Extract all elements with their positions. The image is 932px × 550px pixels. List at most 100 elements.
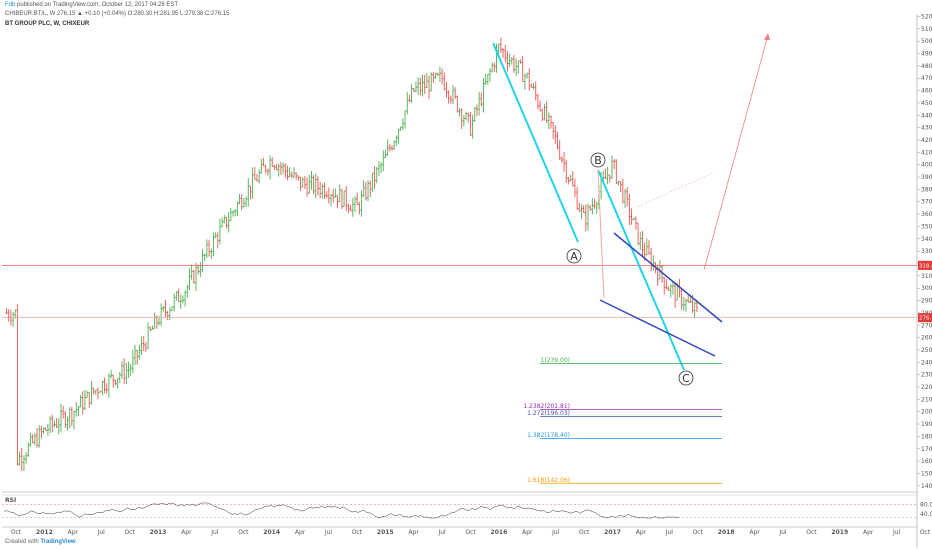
x-tick-label: Oct xyxy=(693,529,704,536)
y-tick-label: 490.00 xyxy=(921,51,932,58)
wave-a-line xyxy=(492,42,579,243)
footer: Created with TradingView xyxy=(5,539,76,545)
y-tick-label: 360.00 xyxy=(921,211,932,218)
y-tick-label: 380.00 xyxy=(921,186,932,193)
x-tick-label: Jul xyxy=(551,529,560,536)
y-tick-label: 290.00 xyxy=(921,298,932,305)
y-tick-label: 190.00 xyxy=(921,421,932,428)
x-tick-label: Jul xyxy=(97,529,106,536)
y-tick-label: 180.00 xyxy=(921,433,932,440)
y-tick-label: 340.00 xyxy=(921,236,932,243)
x-tick-label: Oct xyxy=(238,529,249,536)
x-tick-label: Apr xyxy=(863,529,874,536)
x-tick-label: Jul xyxy=(892,529,901,536)
current-price-badge xyxy=(918,313,932,323)
y-tick-label: 440.00 xyxy=(921,112,932,119)
y-tick-label: 230.00 xyxy=(921,372,932,379)
x-tick-label: Oct xyxy=(579,529,590,536)
x-tick-label: Jul xyxy=(324,529,333,536)
y-tick-label: 210.00 xyxy=(921,396,932,403)
channel-upper xyxy=(613,232,723,323)
x-tick-label: Apr xyxy=(522,529,533,536)
fib-label-1: 1.2382(201.81) xyxy=(523,403,570,410)
price-axis: 520.00 510.00 500.00 490.00 480.00 470.00 460.… xyxy=(917,13,932,490)
x-tick-label: 2017 xyxy=(604,529,621,536)
y-tick-label: 430.00 xyxy=(921,125,932,132)
x-tick-label: Oct xyxy=(465,529,476,536)
author-name[interactable]: Fdb xyxy=(5,2,16,8)
y-tick-label: 240.00 xyxy=(921,359,932,366)
y-tick-label: 310.00 xyxy=(921,273,932,280)
y-tick-label: 300.00 xyxy=(921,285,932,292)
y-tick-label: 410.00 xyxy=(921,149,932,156)
main-pane-frame xyxy=(2,14,918,548)
y-tick-label: 330.00 xyxy=(921,248,932,255)
y-tick-label: 400.00 xyxy=(921,162,932,169)
wave-c-label: C xyxy=(682,372,690,385)
resistance-badge-text: 318.46 xyxy=(919,263,932,269)
y-tick-label: 350.00 xyxy=(921,223,932,230)
b-drop-line xyxy=(597,169,605,299)
wave-a-label: A xyxy=(570,250,578,263)
y-tick-label: 270.00 xyxy=(921,322,932,329)
rsi-tick-lower: 40.0000 xyxy=(920,511,932,518)
y-tick-label: 450.00 xyxy=(921,100,932,107)
y-tick-label: 200.00 xyxy=(921,409,932,416)
symbol-ohlc-line: CHIBEUR:BT/L, W 276.15 ▲ +0.10 (+0.04%) … xyxy=(5,11,230,17)
chart-title: BT GROUP PLC, W, CHIXEUR xyxy=(5,21,90,27)
y-tick-label: 520.00 xyxy=(921,13,932,20)
projection-line xyxy=(703,34,769,271)
rsi-tick-upper: 80.0000 xyxy=(920,502,932,509)
wave-c-circle xyxy=(678,370,694,386)
x-tick-label: Jul xyxy=(665,529,674,536)
y-tick-label: 260.00 xyxy=(921,335,932,342)
y-tick-label: 470.00 xyxy=(921,75,932,82)
y-tick-label: 160.00 xyxy=(921,458,932,465)
wave-b-circle xyxy=(590,152,606,168)
x-tick-label: Jul xyxy=(437,529,446,536)
x-tick-label: 2015 xyxy=(377,529,394,536)
x-tick-label: Oct xyxy=(124,529,135,536)
wave-b-label: B xyxy=(594,154,602,167)
fib-label-2: 1.272(196.03) xyxy=(527,410,570,417)
created-with-text: Created with xyxy=(5,539,39,545)
y-tick-label: 500.00 xyxy=(921,38,932,45)
y-tick-label: 460.00 xyxy=(921,88,932,95)
fib-label-0: 1(239.00) xyxy=(541,357,571,364)
y-tick-label: 250.00 xyxy=(921,347,932,354)
y-tick-label: 370.00 xyxy=(921,199,932,206)
dotted-projection xyxy=(611,171,716,219)
time-axis: Oct 2012 Apr Jul Oct 2013 Apr Jul Oct 2014 Apr Jul O… xyxy=(11,529,931,536)
x-tick-label: Apr xyxy=(749,529,760,536)
publish-text: published on TradingView.com, October 12… xyxy=(17,2,179,8)
fib-label-3: 1.382(178.40) xyxy=(527,432,570,439)
tradingview-logo[interactable]: TradingView xyxy=(40,539,76,545)
y-tick-label: 390.00 xyxy=(921,174,932,181)
current-price-badge-text: 276.15 xyxy=(919,316,932,322)
wave-a-circle xyxy=(566,248,582,264)
y-tick-label: 420.00 xyxy=(921,137,932,144)
rsi-label: RSI xyxy=(5,497,16,504)
rsi-line xyxy=(3,502,679,519)
x-tick-label: 2012 xyxy=(36,529,53,536)
y-tick-label: 510.00 xyxy=(921,26,932,33)
x-tick-label: Apr xyxy=(181,529,192,536)
x-tick-label: Apr xyxy=(68,529,79,536)
price-bars xyxy=(5,37,699,472)
y-tick-label: 170.00 xyxy=(921,446,932,453)
x-tick-label: 2014 xyxy=(263,529,280,536)
y-tick-label: 480.00 xyxy=(921,63,932,70)
x-tick-label: Apr xyxy=(295,529,306,536)
x-tick-label: 2016 xyxy=(491,529,508,536)
x-tick-label: Jul xyxy=(210,529,219,536)
x-tick-label: 2013 xyxy=(150,529,167,536)
drawings: A B C 1(239.00) 1.2382(201.81)1.272(196.03) 1… xyxy=(2,33,917,484)
x-tick-label: 2018 xyxy=(718,529,735,536)
channel-lower xyxy=(599,299,716,357)
x-tick-label: Apr xyxy=(636,529,647,536)
x-tick-label: Apr xyxy=(408,529,419,536)
y-tick-label: 220.00 xyxy=(921,384,932,391)
fib-label-4: 1.618(142.06) xyxy=(527,477,570,484)
